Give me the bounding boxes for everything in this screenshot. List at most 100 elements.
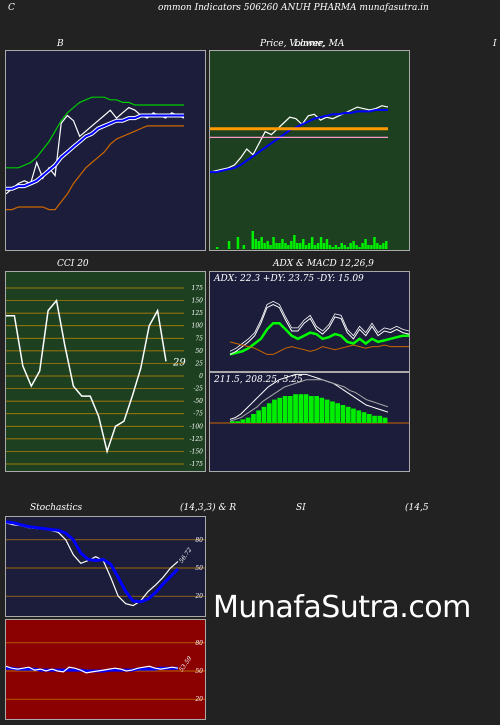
volume-bar — [260, 237, 263, 249]
stoch-tick-label: 20 — [194, 593, 203, 600]
macd-hist-bar — [340, 405, 346, 423]
macd-hist-bar — [366, 414, 372, 423]
macd-hist-bar — [266, 403, 272, 423]
volume-bar — [272, 237, 275, 249]
volume-bar — [263, 243, 266, 249]
volume-bar — [254, 239, 257, 249]
macd-hist-bar — [303, 394, 309, 423]
volume-bar — [304, 245, 308, 249]
volume-bar — [293, 235, 296, 249]
price-panel — [209, 50, 410, 251]
macd-readout: 211.5, 208.25, 3.25 — [214, 375, 303, 385]
macd-hist-bar — [345, 406, 351, 423]
bollinger-title: B — [57, 39, 64, 49]
stoch-chart: 80 50 20 56.72 — [5, 520, 205, 607]
macd-hist-bar — [351, 408, 356, 423]
cci-tick-label: -25 — [193, 386, 203, 393]
stoch-k-line — [5, 522, 179, 607]
cci-tick-label: -150 — [190, 448, 204, 455]
macd-hist-bar — [251, 414, 256, 423]
bb-price-line — [5, 106, 185, 195]
rsi-current-label: 53.59 — [178, 655, 194, 673]
volume-bar — [266, 241, 269, 249]
stoch-tick-label: 80 — [195, 537, 203, 544]
volume-bar — [379, 245, 382, 249]
macd-hist-bar — [356, 410, 362, 423]
bb-upper-line — [6, 96, 184, 169]
bollinger-panel — [5, 50, 206, 251]
volume-bar — [278, 243, 281, 249]
volume-bar — [275, 243, 278, 249]
macd-hist-bar — [282, 396, 288, 423]
rsi-rsi-line — [5, 665, 179, 674]
volume-bar — [251, 231, 254, 249]
rsi-panel: 80 50 20 53.59 — [5, 619, 206, 720]
volume-bar — [257, 241, 260, 249]
macd-hist-bar — [277, 397, 283, 423]
macd-hist-bar — [319, 397, 325, 423]
bb-middle-line — [6, 114, 184, 190]
cci-current-label: 29 — [172, 357, 186, 368]
cci-line — [6, 298, 167, 455]
volume-bar — [319, 237, 323, 249]
volume-bar — [287, 245, 290, 249]
rsi-chart: 80 50 20 53.59 — [5, 640, 205, 703]
price-title-overlap: Lower, — [294, 39, 325, 49]
macd-hist-bar — [361, 412, 367, 423]
cci-tick-label: 50 — [195, 348, 203, 355]
volume-bar — [284, 243, 287, 249]
cci-tick-label: -175 — [190, 461, 204, 468]
macd-macd-line — [229, 373, 389, 420]
price-price-line — [209, 105, 389, 173]
watermark: MunafaSutra.com — [213, 590, 471, 625]
macd-hist-bar — [382, 417, 388, 423]
volume-bar — [337, 247, 341, 249]
cci-tick-label: 175 — [192, 285, 204, 292]
rsi-tick-label: 20 — [194, 696, 203, 703]
macd-hist-bar — [372, 415, 377, 423]
macd-hist-bar — [330, 401, 335, 423]
adx-macd-title: ADX & MACD 12,26,9 — [273, 259, 374, 269]
volume-bar — [328, 245, 332, 249]
volume-bar — [349, 243, 352, 249]
price-ma_blue-line — [210, 109, 388, 174]
macd-hist-bar — [287, 396, 293, 423]
stoch-d-line — [5, 520, 180, 604]
volume-bar — [227, 241, 231, 249]
adx-plusminus-dy-line — [229, 303, 410, 355]
volume-bar — [299, 243, 302, 249]
volume-bar — [316, 243, 320, 249]
volume-bar — [281, 239, 284, 249]
volume-bar — [269, 245, 272, 249]
adx-dy-plus-line-2 — [229, 300, 410, 352]
volume-bar — [340, 243, 343, 249]
macd-hist-bar — [298, 394, 304, 423]
macd-hist-bar — [256, 410, 261, 423]
volume-bar — [346, 247, 349, 249]
cci-tick-label: 25 — [194, 360, 203, 367]
adx-adx-line — [229, 321, 409, 356]
stoch-params: (14,3,3) & R — [180, 503, 237, 513]
header-left-letter: C — [8, 3, 15, 13]
cci-tick-label: -50 — [193, 398, 203, 405]
header-title: ommon Indicators 506260 ANUH PHARMA muna… — [158, 3, 429, 13]
price-chart — [209, 105, 389, 249]
bollinger-chart — [5, 96, 185, 211]
cci-tick-label: -75 — [193, 411, 203, 418]
macd-hist-bar — [335, 403, 340, 423]
bb-lower-line — [6, 125, 184, 211]
adx-panel: ADX: 22.3 +DY: 23.75 -DY: 15.09 — [209, 271, 410, 372]
volume-bar — [331, 247, 335, 249]
volume-bar — [290, 241, 293, 249]
volume-bar — [334, 245, 338, 249]
cci-tick-label: 150 — [192, 298, 204, 305]
macd-hist-bar — [240, 419, 246, 423]
volume-bar — [382, 243, 385, 249]
macd-signal-line — [229, 379, 389, 422]
macd-hist-bar — [309, 396, 314, 423]
macd-hist-bar — [377, 415, 383, 423]
volume-bar — [296, 243, 299, 249]
macd-hist-bar — [235, 421, 240, 423]
rsi-rsi-ma-line — [6, 666, 178, 673]
cci-tick-label: 125 — [192, 310, 204, 317]
